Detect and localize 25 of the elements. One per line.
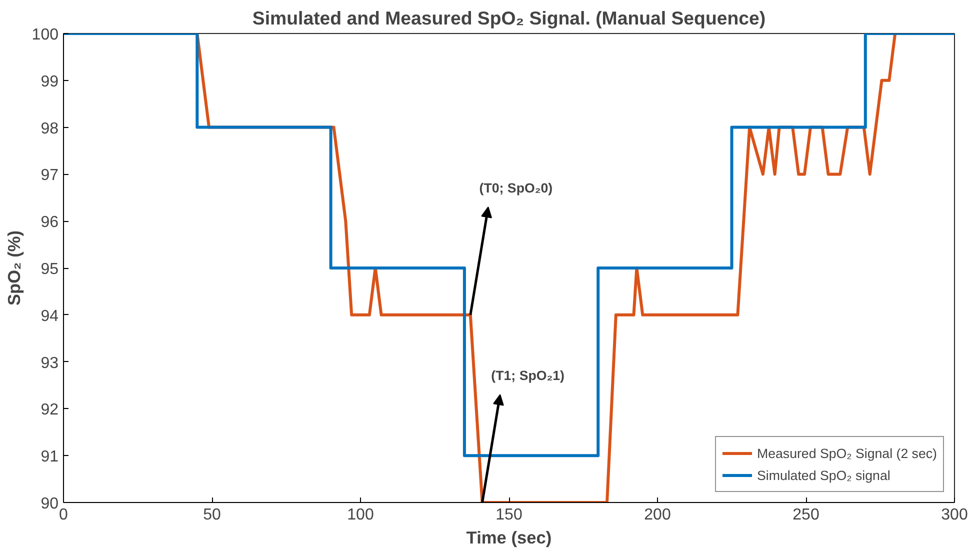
y-tick-label: 92	[40, 402, 59, 419]
y-tick-label: 93	[40, 354, 59, 372]
y-tick-label: 97	[40, 167, 59, 184]
chart-title: Simulated and Measured SpO₂ Signal. (Manual Sequence)	[252, 8, 766, 28]
y-tick-label: 90	[40, 496, 59, 512]
x-tick-label: 250	[792, 506, 820, 524]
annotation: (T0; SpO₂0)	[479, 180, 553, 196]
x-tick-label: 300	[941, 506, 968, 524]
x-tick-label: 50	[203, 506, 221, 524]
legend-label: Measured SpO₂ Signal (2 sec)	[756, 446, 937, 460]
x-tick-label: 0	[59, 506, 68, 524]
legend-label: Simulated SpO₂ signal	[756, 468, 890, 482]
x-axis-title: Time (sec)	[466, 528, 552, 548]
y-tick-label: 100	[32, 26, 59, 44]
y-tick-label: 99	[40, 73, 59, 90]
y-tick-label: 91	[40, 448, 59, 466]
x-tick-label: 100	[347, 506, 374, 524]
y-tick-label: 94	[40, 308, 59, 325]
y-tick-label: 98	[40, 120, 59, 138]
x-tick-label: 200	[644, 506, 671, 524]
y-tick-label: 96	[40, 214, 59, 232]
y-tick-label: 95	[40, 261, 59, 278]
x-tick-label: 150	[496, 506, 522, 524]
annotation: (T1; SpO₂1)	[491, 368, 564, 383]
y-axis-title: SpO₂ (%)	[4, 230, 24, 306]
